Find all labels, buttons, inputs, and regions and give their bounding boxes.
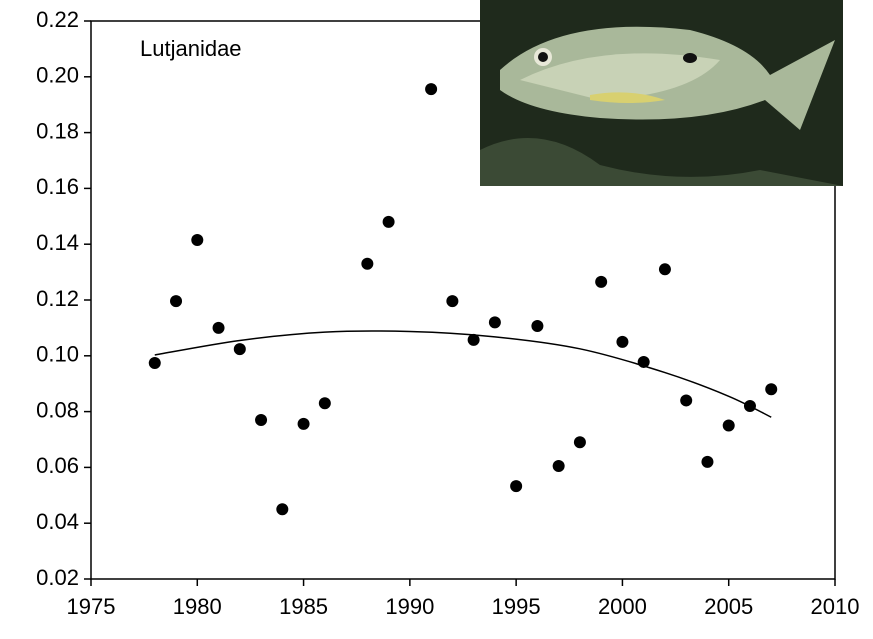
y-tick-label: 0.10 bbox=[36, 342, 79, 367]
y-tick-label: 0.12 bbox=[36, 286, 79, 311]
point bbox=[765, 383, 778, 396]
y-tick-label: 0.04 bbox=[36, 509, 79, 534]
point bbox=[170, 295, 183, 308]
point bbox=[488, 316, 501, 329]
point bbox=[595, 275, 608, 288]
point bbox=[531, 319, 544, 332]
point bbox=[658, 263, 671, 276]
y-tick-label: 0.20 bbox=[36, 63, 79, 88]
y-tick-label: 0.02 bbox=[36, 565, 79, 590]
point bbox=[701, 455, 714, 468]
point bbox=[616, 335, 629, 348]
point bbox=[297, 417, 310, 430]
x-tick-label: 1975 bbox=[67, 594, 116, 619]
y-tick-label: 0.16 bbox=[36, 174, 79, 199]
x-tick-label: 1980 bbox=[173, 594, 222, 619]
y-tick-label: 0.18 bbox=[36, 118, 79, 143]
point bbox=[382, 215, 395, 228]
point bbox=[637, 355, 650, 368]
x-tick-label: 2000 bbox=[598, 594, 647, 619]
x-tick-label: 1985 bbox=[279, 594, 328, 619]
y-tick-label: 0.08 bbox=[36, 397, 79, 422]
fish-photo bbox=[480, 0, 843, 186]
point bbox=[446, 295, 459, 308]
x-tick-label: 2010 bbox=[811, 594, 860, 619]
y-tick-label: 0.22 bbox=[36, 7, 79, 32]
point bbox=[255, 413, 268, 426]
point bbox=[510, 480, 523, 493]
point bbox=[722, 419, 735, 432]
point bbox=[233, 343, 246, 356]
point bbox=[680, 394, 693, 407]
x-tick-label: 2005 bbox=[704, 594, 753, 619]
point bbox=[552, 460, 565, 473]
trend-line bbox=[154, 330, 772, 418]
y-tick-label: 0.14 bbox=[36, 230, 79, 255]
point bbox=[467, 333, 480, 346]
point bbox=[148, 357, 161, 370]
x-tick-label: 1990 bbox=[385, 594, 434, 619]
point bbox=[276, 503, 289, 516]
point bbox=[318, 397, 331, 410]
point bbox=[425, 83, 438, 96]
point bbox=[191, 234, 204, 247]
point bbox=[212, 321, 225, 334]
x-tick-label: 1995 bbox=[492, 594, 541, 619]
point bbox=[573, 436, 586, 449]
point bbox=[361, 257, 374, 270]
annotation: Lutjanidae bbox=[140, 36, 242, 61]
y-tick-label: 0.06 bbox=[36, 453, 79, 478]
point bbox=[743, 400, 756, 413]
